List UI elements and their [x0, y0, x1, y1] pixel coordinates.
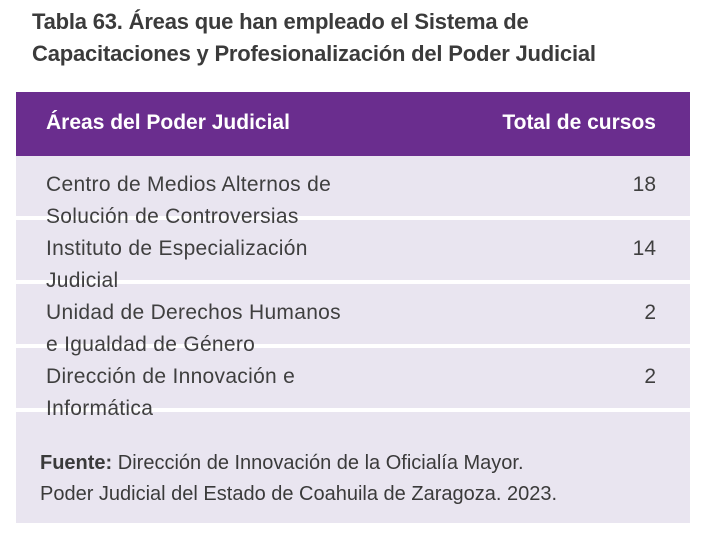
table-row: Dirección de Innovación e Informática 2 [16, 348, 690, 420]
source-note: Fuente: Dirección de Innovación de la Of… [40, 448, 680, 510]
table-caption: Tabla 63. Áreas que han empleado el Sist… [32, 6, 682, 70]
table-header-row: Áreas del Poder Judicial Total de cursos [16, 92, 690, 156]
source-line-1: Fuente: Dirección de Innovación de la Of… [40, 448, 680, 479]
row-area-cell: Centro de Medios Alternos de Solución de… [46, 169, 406, 233]
row-area-line-1: Instituto de Especialización [46, 237, 308, 260]
row-area-cell: Dirección de Innovación e Informática [46, 361, 406, 425]
caption-line-1: Tabla 63. Áreas que han empleado el Sist… [32, 9, 529, 34]
caption-line-2: Capacitaciones y Profesionalización del … [32, 41, 596, 66]
row-area-line-1: Unidad de Derechos Humanos [46, 301, 341, 324]
table-row: Unidad de Derechos Humanos e Igualdad de… [16, 284, 690, 356]
header-areas: Áreas del Poder Judicial [46, 111, 290, 134]
row-total-cell: 14 [632, 237, 656, 260]
source-text-1: Dirección de Innovación de la Oficialía … [112, 452, 524, 474]
row-area-line-2: Informática [46, 397, 154, 420]
table-row: Centro de Medios Alternos de Solución de… [16, 156, 690, 228]
row-area-line-2: Judicial [46, 269, 119, 292]
source-line-2: Poder Judicial del Estado de Coahuila de… [40, 483, 558, 505]
source-label: Fuente: [40, 452, 113, 474]
header-total-cursos: Total de cursos [502, 111, 656, 134]
row-area-line-2: Solución de Controversias [46, 205, 299, 228]
row-total-cell: 2 [644, 365, 656, 388]
row-total-cell: 18 [632, 173, 656, 196]
table-body: Centro de Medios Alternos de Solución de… [16, 156, 690, 420]
row-area-cell: Instituto de Especialización Judicial [46, 233, 406, 297]
row-area-cell: Unidad de Derechos Humanos e Igualdad de… [46, 297, 406, 361]
row-area-line-2: e Igualdad de Género [46, 333, 256, 356]
row-area-line-1: Centro de Medios Alternos de [46, 173, 332, 196]
row-area-line-1: Dirección de Innovación e [46, 365, 296, 388]
table-row: Instituto de Especialización Judicial 14 [16, 220, 690, 292]
table-panel: Áreas del Poder Judicial Total de cursos… [16, 92, 690, 523]
row-total-cell: 2 [644, 301, 656, 324]
